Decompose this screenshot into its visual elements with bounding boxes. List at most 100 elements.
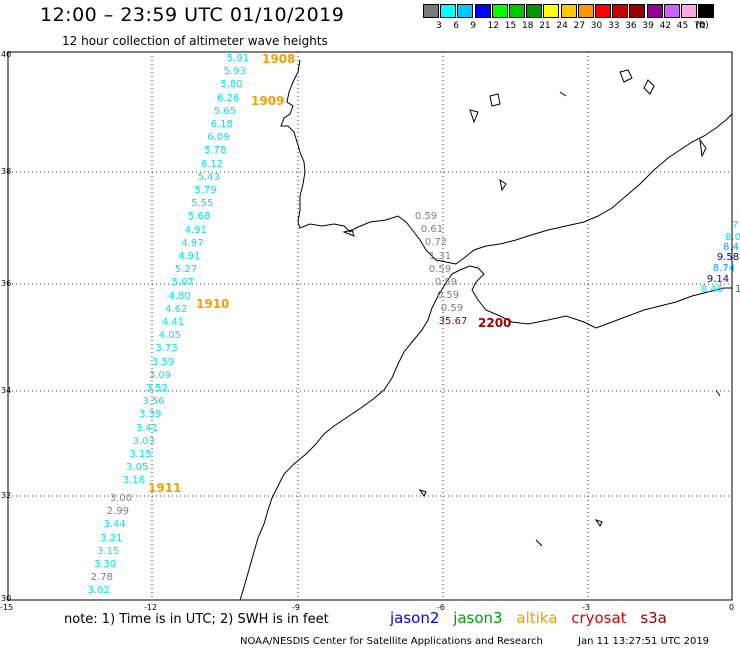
island-8 — [594, 519, 603, 527]
color-swatch — [681, 4, 697, 18]
color-swatch — [474, 4, 491, 18]
color-swatch — [543, 4, 560, 18]
pass-label: 1909 — [251, 94, 285, 108]
color-scale-label: 30 — [590, 21, 603, 31]
y-label: 34 — [1, 386, 12, 395]
wave-height-value: 3.00 — [109, 493, 133, 504]
x-label: -15 — [0, 603, 14, 612]
wave-height-value: 5.78 — [204, 145, 227, 157]
wave-height-value: 3.09 — [148, 369, 172, 381]
footer-note: note: 1) Time is in UTC; 2) SWH is in fe… — [64, 612, 329, 627]
pass-label: 2200 — [478, 316, 512, 330]
satellite-legend: jason2 jason3 altika cryosat s3a — [390, 609, 676, 627]
pass-label: 1908 — [262, 52, 296, 66]
wave-height-value: 3.15 — [97, 545, 120, 557]
wave-height-value: 8.48 — [700, 284, 724, 295]
wave-height-value: 3.30 — [93, 559, 117, 570]
color-swatch — [577, 4, 594, 18]
wave-height-value: 7 — [731, 220, 739, 231]
wave-height-value: 3.41 — [135, 422, 159, 434]
wave-height-value: 35.67 — [438, 316, 468, 327]
wave-height-value: 4.41 — [161, 317, 185, 328]
wave-height-value: 3.02 — [87, 585, 110, 597]
x-label: -9 — [292, 603, 300, 612]
island-12 — [715, 389, 721, 397]
wave-height-value: 4.05 — [158, 330, 181, 342]
color-swatch — [698, 4, 715, 18]
color-swatch — [595, 4, 611, 18]
wave-height-value: 3.16 — [122, 475, 146, 487]
wave-height-value: 6.26 — [217, 92, 240, 104]
color-swatch — [612, 4, 629, 18]
island-4 — [469, 109, 479, 124]
wave-height-value: 8.0 — [725, 232, 740, 243]
color-scale-label: 3 — [436, 21, 442, 31]
island-11 — [559, 91, 567, 97]
x-label: -3 — [582, 603, 590, 612]
color-swatch — [560, 4, 577, 18]
wave-height-value: 4.80 — [168, 290, 191, 302]
wave-height-value: 1 — [734, 284, 740, 295]
wave-height-value: 3.05 — [126, 462, 149, 474]
wave-height-value: 1.31 — [428, 250, 452, 262]
color-swatch — [646, 4, 663, 18]
wave-height-value: 5.68 — [187, 211, 211, 223]
generated-timestamp: Jan 11 13:27:51 UTC 2019 — [578, 636, 710, 647]
wave-height-value: 0.59 — [436, 290, 460, 302]
color-scale-label: 33 — [608, 21, 620, 31]
wave-height-value: 4.91 — [178, 251, 201, 262]
wave-height-value: 8.4 — [723, 242, 739, 253]
color-swatch — [491, 4, 508, 18]
color-scale-label: 9 — [470, 21, 477, 31]
legend-cryosat: cryosat — [571, 609, 627, 627]
wave-height-value: 8.74 — [712, 263, 736, 274]
y-label: 36 — [1, 279, 12, 288]
y-label: 30 — [1, 594, 12, 603]
legend-altika: altika — [516, 609, 558, 627]
color-scale-label: 18 — [522, 21, 534, 31]
color-scale-label: 70 — [694, 21, 706, 31]
color-scale-label: 15 — [504, 21, 517, 31]
y-label: 32 — [1, 491, 12, 500]
x-label: -6 — [437, 603, 445, 612]
wave-height-value: 5.79 — [194, 185, 217, 196]
color-swatch — [509, 4, 525, 18]
wave-height-value: 5.93 — [223, 66, 246, 78]
wave-height-value: 3.03 — [132, 435, 155, 447]
color-swatch — [629, 4, 646, 18]
color-scale-label: (ft) — [695, 21, 709, 31]
color-scale-label: 39 — [642, 21, 654, 31]
wave-height-value: 5.80 — [220, 79, 243, 91]
wave-height-value: 5.27 — [174, 264, 198, 276]
color-scale-label: 24 — [556, 21, 568, 31]
island-5 — [499, 178, 507, 192]
wave-height-value: 5.55 — [191, 198, 214, 210]
page-title: 12:00 – 23:59 UTC 01/10/2019 — [40, 4, 345, 26]
y-label: 38 — [1, 167, 12, 176]
morocco-med-coast — [451, 265, 732, 329]
color-swatch — [526, 4, 543, 18]
wave-height-value: 3.59 — [152, 356, 175, 368]
map-frame — [7, 51, 733, 601]
wave-height-value: 5.65 — [213, 105, 237, 117]
wave-height-value: 5.07 — [171, 277, 194, 289]
iberia-south-coast — [455, 113, 733, 265]
wave-height-value: 9.58 — [716, 252, 740, 263]
island-6 — [342, 229, 355, 237]
wave-height-value: 0.59 — [414, 211, 438, 222]
wave-height-value: 0.59 — [428, 263, 452, 275]
pass-label: 1910 — [196, 297, 230, 311]
wave-height-value: 0.61 — [420, 224, 444, 236]
color-scale-label: 21 — [539, 21, 551, 31]
wave-height-value: 3.56 — [142, 396, 165, 408]
wave-height-value: 3.73 — [155, 343, 178, 355]
wave-height-value: 3.39 — [139, 409, 162, 421]
color-scale-label: 27 — [573, 21, 586, 31]
island-10 — [699, 138, 707, 158]
wave-height-value: 2.78 — [90, 572, 113, 584]
legend-s3a: s3a — [640, 609, 667, 627]
pass-label: 1911 — [148, 481, 182, 495]
wave-height-value: 6.18 — [210, 119, 233, 130]
wave-height-value: 6.09 — [207, 132, 230, 144]
page-subtitle: 12 hour collection of altimeter wave hei… — [62, 34, 328, 48]
